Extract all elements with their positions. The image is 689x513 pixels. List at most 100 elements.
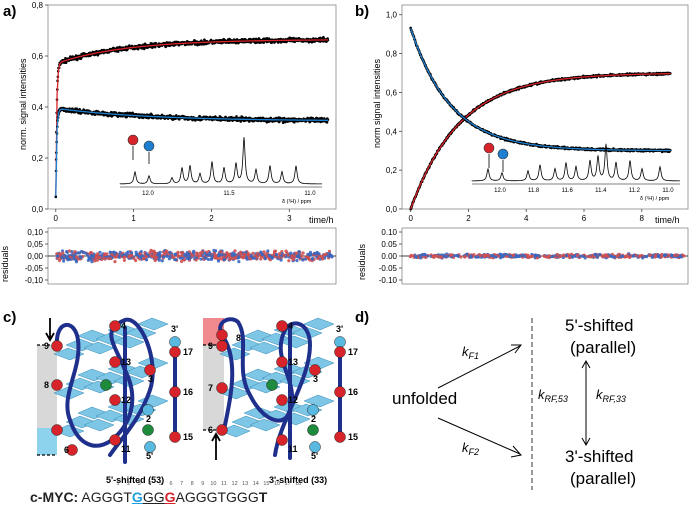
- residual-point: [535, 253, 539, 258]
- state-3prime-parallel: (parallel): [570, 469, 636, 488]
- residual-point: [269, 255, 274, 259]
- residual-point: [70, 250, 74, 254]
- panel-a-label: a): [3, 3, 16, 20]
- sequence-index: 9: [201, 481, 204, 487]
- residual-point: [178, 256, 183, 260]
- nucleotide-label: 16: [183, 387, 193, 397]
- rate-kF1: kF1: [462, 344, 479, 361]
- residual-point: [57, 258, 62, 263]
- nucleotide-node: [169, 336, 181, 348]
- residual-point: [168, 254, 172, 259]
- residual-point: [61, 259, 66, 263]
- residual-point: [525, 254, 529, 258]
- residual-point: [555, 252, 560, 257]
- nucleotide-label: 3': [336, 324, 343, 334]
- nucleotide-label: 13: [121, 357, 131, 367]
- residual-point: [210, 256, 214, 261]
- y-tick-label: 1,0: [386, 11, 398, 20]
- residual-point: [233, 252, 237, 257]
- sequence-index: 8: [191, 481, 194, 487]
- seq-t18: T: [258, 489, 268, 505]
- sequence-index: 2: [127, 481, 130, 487]
- residual-point: [160, 259, 164, 263]
- nucleotide-label: 8: [236, 333, 241, 343]
- residual-point: [287, 259, 291, 263]
- residual-point: [277, 252, 282, 256]
- residual-point: [598, 252, 602, 257]
- residual-point: [502, 253, 507, 257]
- panel-b-x-label: time/h: [655, 215, 680, 225]
- residual-point: [168, 250, 172, 254]
- residual-point: [129, 251, 134, 255]
- residual-point: [93, 259, 97, 263]
- residual-point: [588, 255, 592, 259]
- residual-point: [561, 253, 566, 257]
- y-tick-label: 0,8: [386, 50, 398, 59]
- residual-point: [185, 252, 189, 257]
- sequence-index: 12: [232, 481, 238, 487]
- residual-point: [414, 254, 418, 259]
- residual-point: [294, 251, 298, 255]
- residual-point: [266, 249, 270, 253]
- residual-point: [263, 257, 267, 261]
- spectrum-line: [119, 137, 322, 185]
- nucleotide-label: 15: [348, 432, 358, 442]
- rate-kF2: kF2: [462, 440, 479, 457]
- x-tick-label: 3: [287, 214, 292, 223]
- panel-b-label: b): [355, 3, 369, 20]
- nucleotide-node: [276, 394, 288, 406]
- residual-point: [644, 255, 649, 259]
- residual-point: [98, 250, 102, 254]
- seq-g6: G: [131, 489, 143, 505]
- nucleotide-label: 4: [121, 321, 126, 331]
- panel-a-y-ticks: 0,00,20,40,60,8: [32, 1, 48, 214]
- y-tick-label: 0,4: [32, 103, 44, 112]
- panel-a-residual-ticks: 0,100,050,00-0,05-0,10: [25, 228, 48, 285]
- nucleotide-node: [334, 431, 346, 443]
- arrow-to-3prime: [437, 417, 522, 458]
- spectrum-tick: 11.2: [629, 188, 641, 194]
- seq-g9: G: [164, 489, 176, 505]
- data-point: [93, 113, 97, 117]
- nucleotide-node: [51, 424, 63, 436]
- panel-b-residual-label: residuals: [357, 243, 367, 280]
- residual-point: [301, 258, 305, 262]
- caption-5prime-shifted: 5'-shifted (53): [106, 475, 164, 485]
- residual-point: [55, 254, 60, 258]
- x-tick-label: 2: [209, 214, 214, 223]
- residual-point: [225, 251, 229, 255]
- residual-point: [284, 249, 288, 253]
- residual-point: [135, 252, 139, 257]
- x-tick-label: 6: [582, 214, 587, 223]
- residual-point: [612, 255, 617, 259]
- panel-a-x-label: time/h: [309, 215, 334, 225]
- residual-point: [663, 253, 667, 257]
- residual-point: [65, 249, 69, 254]
- residual-point: [530, 254, 534, 259]
- residual-point: [469, 254, 473, 258]
- state-unfolded: unfolded: [392, 389, 457, 408]
- residual-point: [667, 253, 671, 258]
- residual-point: [67, 249, 72, 253]
- sequence-index: 3: [138, 481, 141, 487]
- nucleotide-label: 15: [183, 432, 193, 442]
- panel-a-y-label: norm. signal intensities: [18, 58, 28, 150]
- nucleotide-node: [109, 394, 121, 406]
- residual-point: [129, 253, 133, 258]
- nucleotide-label: 4: [288, 321, 293, 331]
- residual-point: [108, 250, 112, 254]
- residual-point: [98, 255, 102, 260]
- residual-point: [90, 260, 94, 264]
- residual-point: [255, 255, 259, 259]
- spectrum-tick: 11.0: [662, 188, 674, 194]
- nucleotide-node: [100, 379, 112, 391]
- y-tick-label: 0,00: [27, 252, 43, 261]
- residual-point: [112, 250, 116, 254]
- residual-point: [289, 251, 293, 255]
- residual-point: [262, 250, 266, 254]
- residual-point: [153, 251, 157, 255]
- y-tick-label: -0.10: [379, 276, 398, 285]
- residual-point: [442, 254, 447, 258]
- nucleotide-node: [169, 346, 181, 358]
- residual-point: [478, 254, 483, 258]
